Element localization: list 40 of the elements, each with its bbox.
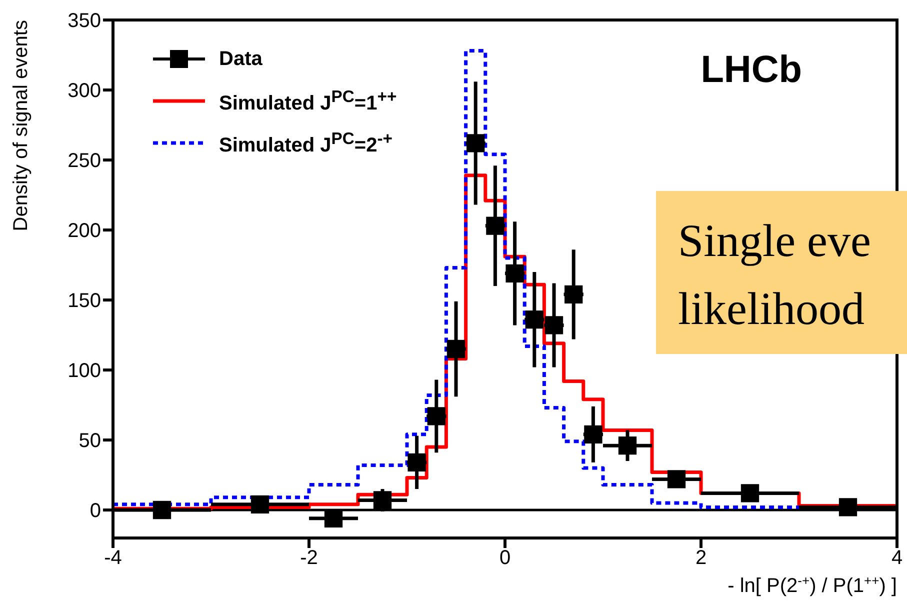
point — [838, 498, 858, 516]
legend-label: Simulated J$^{PC}$=2$^{-+}$ — [219, 128, 392, 158]
point — [408, 453, 426, 472]
annotation: LHCb — [700, 49, 802, 91]
point — [486, 216, 504, 235]
point — [525, 310, 544, 329]
point — [446, 340, 466, 358]
x-tick-label: 0 — [499, 547, 511, 570]
point — [250, 495, 270, 514]
y-tick-label: 100 — [68, 360, 101, 382]
x-tick-label: 4 — [891, 547, 903, 570]
point — [324, 509, 343, 528]
annotation: Single eve — [678, 214, 872, 268]
y-tick-label: 300 — [68, 80, 101, 102]
y-tick-label: 200 — [68, 220, 101, 242]
x-tick-label: -2 — [300, 547, 318, 570]
point — [564, 285, 583, 304]
point — [373, 491, 392, 510]
point — [584, 425, 602, 444]
annotation: likelihood — [678, 282, 866, 336]
point — [667, 470, 686, 488]
y-tick-label: 0 — [90, 500, 101, 522]
point — [506, 264, 524, 282]
note-box: Single eve likelihood — [656, 191, 907, 354]
x-tick-label: -4 — [104, 547, 122, 570]
legend-label: Simulated J$^{PC}$=1$^{++}$ — [219, 86, 397, 116]
x-axis-title: - ln[ P(2$^{-+}$) / P(1$^{++}$) ] — [728, 572, 897, 597]
legend-label: Data — [219, 48, 262, 70]
y-tick-label: 150 — [68, 290, 101, 312]
point — [152, 500, 172, 520]
point — [740, 484, 760, 502]
y-tick-label: 350 — [68, 10, 101, 32]
y-tick-label: 250 — [68, 150, 101, 172]
point — [427, 407, 446, 426]
point — [466, 134, 485, 152]
y-axis-title: Density of signal events — [10, 20, 32, 232]
x-tick-label: 2 — [695, 547, 707, 570]
y-tick-label: 50 — [78, 430, 101, 452]
point — [544, 316, 564, 334]
point — [618, 436, 637, 455]
